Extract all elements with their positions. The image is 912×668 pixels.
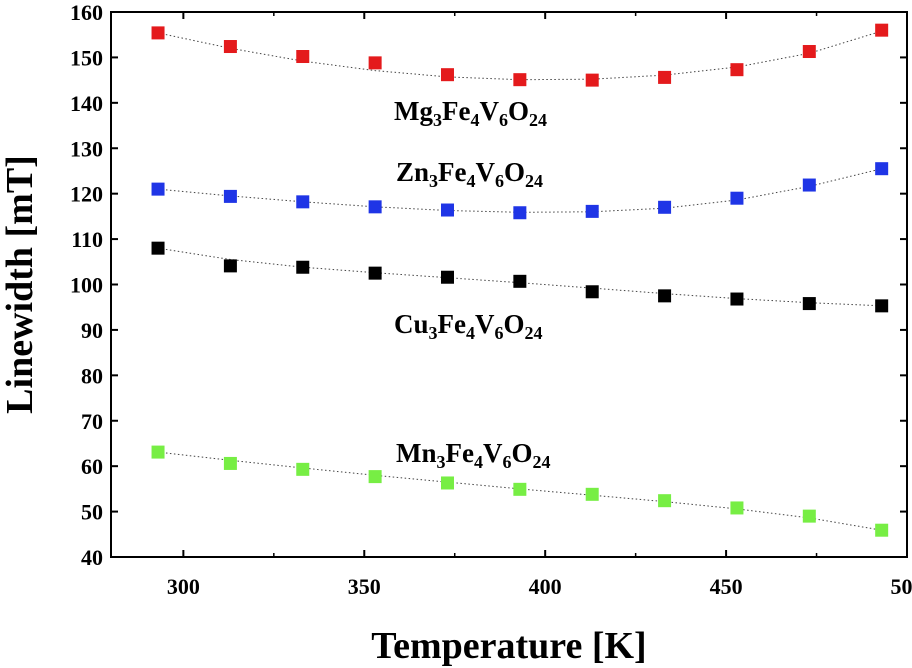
data-point xyxy=(875,162,889,176)
data-point xyxy=(658,289,672,303)
data-point xyxy=(658,200,672,214)
data-point xyxy=(296,50,310,64)
data-point xyxy=(585,487,599,501)
data-point xyxy=(585,73,599,87)
data-point xyxy=(368,200,382,214)
data-point xyxy=(658,70,672,84)
data-point xyxy=(875,23,889,37)
fit-line xyxy=(157,168,882,213)
data-point xyxy=(730,501,744,515)
data-point xyxy=(513,482,527,496)
data-point xyxy=(802,178,816,192)
y-tick-label: 150 xyxy=(70,45,103,70)
y-tick-label: 160 xyxy=(70,0,103,25)
data-point xyxy=(440,68,454,82)
series-label: Mn3Fe4V6O24 xyxy=(396,438,551,472)
y-tick-label: 90 xyxy=(81,318,103,343)
y-tick-label: 50 xyxy=(81,500,103,525)
data-point xyxy=(368,470,382,484)
x-tick-label: 350 xyxy=(348,574,381,599)
x-tick-label: 450 xyxy=(710,574,743,599)
data-point xyxy=(875,299,889,313)
data-point xyxy=(151,445,165,459)
data-points xyxy=(151,23,889,537)
data-point xyxy=(440,476,454,490)
fit-line xyxy=(157,247,882,307)
data-point xyxy=(730,191,744,205)
data-point xyxy=(802,297,816,311)
data-point xyxy=(513,274,527,288)
data-point xyxy=(802,45,816,59)
data-point xyxy=(585,204,599,218)
data-point xyxy=(730,292,744,306)
data-point xyxy=(151,241,165,255)
data-point xyxy=(223,456,237,470)
fit-line xyxy=(157,30,882,81)
data-point xyxy=(368,56,382,70)
y-tick-label: 40 xyxy=(81,545,103,570)
data-point xyxy=(296,462,310,476)
data-point xyxy=(440,203,454,217)
y-axis-title: Linewidth [mT] xyxy=(0,155,41,414)
data-point xyxy=(296,260,310,274)
data-point xyxy=(368,266,382,280)
y-tick-label: 110 xyxy=(71,227,103,252)
data-point xyxy=(658,494,672,508)
y-tick-label: 60 xyxy=(81,454,103,479)
fit-line xyxy=(157,451,882,531)
plot-frame xyxy=(110,11,908,558)
fit-curves xyxy=(157,30,882,531)
y-tick-label: 120 xyxy=(70,182,103,207)
data-point xyxy=(802,509,816,523)
data-point xyxy=(513,73,527,87)
data-point xyxy=(223,259,237,273)
x-tick-label: 500 xyxy=(891,574,912,599)
data-point xyxy=(730,63,744,77)
y-tick-label: 100 xyxy=(70,273,103,298)
data-point xyxy=(440,270,454,284)
y-tick-label: 70 xyxy=(81,409,103,434)
data-point xyxy=(223,189,237,203)
series-label: Cu3Fe4V6O24 xyxy=(394,309,543,343)
data-point xyxy=(151,182,165,196)
data-point xyxy=(151,26,165,40)
series-label: Zn3Fe4V6O24 xyxy=(396,157,543,191)
data-point xyxy=(223,40,237,54)
y-tick-label: 140 xyxy=(70,91,103,116)
data-point xyxy=(875,523,889,537)
data-point xyxy=(585,285,599,299)
y-tick-label: 80 xyxy=(81,363,103,388)
y-tick-label: 130 xyxy=(70,136,103,161)
data-point xyxy=(296,195,310,209)
x-axis-title: Temperature [K] xyxy=(371,625,646,667)
data-point xyxy=(513,206,527,220)
series-labels: Mg3Fe4V6O24 Zn3Fe4V6O24 Cu3Fe4V6O24 Mn3Fe4V… xyxy=(394,96,551,472)
x-tick-label: 400 xyxy=(529,574,562,599)
x-tick-label: 300 xyxy=(167,574,200,599)
series-label: Mg3Fe4V6O24 xyxy=(394,96,547,130)
axis-ticks: 300 350 400 450 500 40 50 60 70 80 90 100 110 120 130 1… xyxy=(70,0,912,599)
